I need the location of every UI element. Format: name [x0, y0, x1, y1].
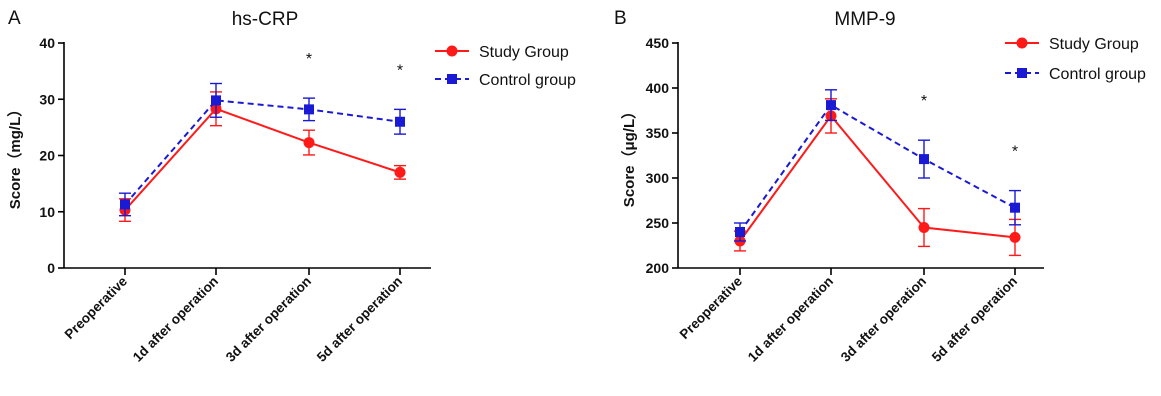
data-point	[918, 222, 930, 233]
y-tick-label: 250	[646, 215, 670, 231]
legend-label: Study Group	[1049, 36, 1139, 53]
x-tick-label: 3d after operation	[223, 274, 314, 365]
data-point	[735, 227, 745, 237]
y-tick-label: 10	[39, 204, 55, 220]
series-line	[739, 103, 1016, 233]
y-tick-label: 300	[646, 170, 670, 186]
x-tick-label: 5d after operation	[314, 274, 405, 365]
x-tick-label: 1d after operation	[745, 274, 836, 365]
series-study-group	[119, 91, 406, 223]
y-tick-label: 400	[646, 80, 670, 96]
series-control-group	[734, 89, 1021, 242]
x-tick-label: 3d after operation	[838, 274, 929, 365]
data-point	[395, 116, 405, 127]
series-line	[739, 114, 1016, 242]
y-tick-label: 450	[646, 35, 670, 51]
y-tick-label: 40	[39, 35, 55, 51]
chart-panel-b: B MMP-9 200 250 300 350 400 450 Score（μg/L） Preop…	[614, 8, 1146, 365]
panel-label: A	[8, 8, 21, 29]
data-point	[211, 95, 221, 106]
legend-label: Control group	[1049, 66, 1146, 83]
legend: Study Group Control group	[435, 44, 576, 89]
legend-marker	[447, 74, 457, 84]
significance-marker: *	[306, 51, 312, 68]
data-point	[303, 137, 315, 149]
significance-marker: *	[397, 62, 403, 79]
data-point	[919, 154, 929, 165]
series-study-group	[734, 98, 1021, 257]
data-point	[394, 166, 406, 178]
panel-label: B	[614, 8, 627, 29]
y-axis-label: Score（mg/L）	[6, 102, 24, 210]
chart-title: hs-CRP	[232, 9, 299, 30]
data-point	[120, 199, 130, 210]
significance-marker: *	[1012, 144, 1018, 161]
y-tick-label: 30	[39, 91, 55, 107]
data-point	[1010, 202, 1020, 213]
chart-title: MMP-9	[834, 9, 895, 30]
x-tick-label: Preoperative	[62, 273, 131, 342]
legend: Study Group Control group	[1005, 36, 1146, 83]
legend-label: Study Group	[479, 44, 569, 61]
legend-marker	[446, 45, 458, 57]
significance-marker: *	[921, 93, 927, 110]
data-point	[826, 100, 836, 111]
y-tick-label: 20	[39, 148, 55, 164]
legend-marker	[1016, 37, 1028, 49]
y-tick-label: 350	[646, 125, 670, 141]
y-tick-label: 200	[646, 260, 670, 276]
series-control-group	[119, 82, 406, 217]
x-tick-label: 5d after operation	[929, 274, 1020, 365]
series-line	[124, 107, 401, 211]
data-point	[304, 104, 314, 115]
x-tick-label: Preoperative	[677, 273, 746, 342]
series-line	[124, 99, 401, 206]
y-axis-label: Score（μg/L）	[620, 104, 638, 207]
data-point	[1009, 231, 1021, 243]
legend-marker	[1017, 68, 1027, 78]
legend-label: Control group	[479, 72, 576, 89]
x-tick-label: 1d after operation	[130, 274, 221, 365]
y-tick-label: 0	[47, 260, 55, 276]
